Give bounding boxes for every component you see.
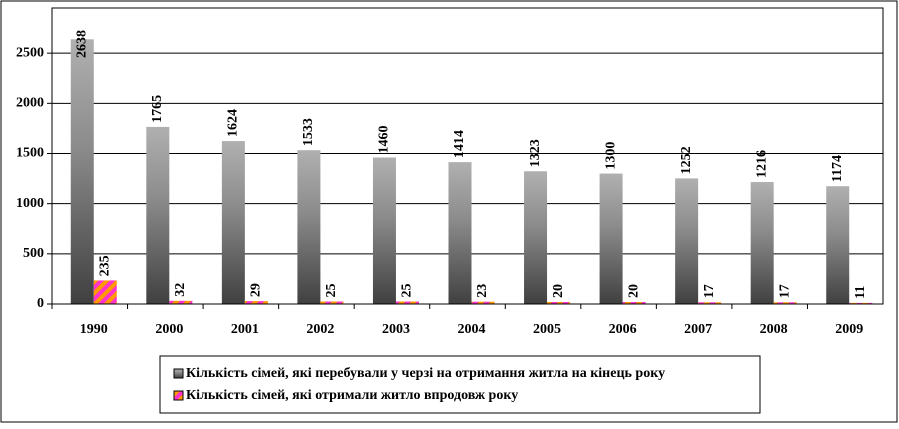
- bar: [448, 162, 472, 304]
- data-label: 1414: [452, 130, 467, 158]
- data-label: 1624: [226, 109, 241, 137]
- y-tick-label: 0: [37, 296, 44, 311]
- data-label: 25: [324, 283, 339, 297]
- bar: [622, 301, 646, 304]
- bar: [547, 301, 571, 304]
- bar: [750, 181, 774, 304]
- data-label: 23: [475, 284, 490, 298]
- data-label: 17: [777, 284, 792, 298]
- data-label: 17: [702, 284, 717, 298]
- x-tick-label: 2007: [684, 322, 712, 337]
- bar: [675, 178, 699, 304]
- x-tick-label: 2000: [155, 322, 183, 337]
- bar: [826, 186, 850, 304]
- legend: Кількість сімей, які перебували у черзі …: [159, 355, 761, 414]
- bar: [146, 126, 170, 304]
- x-tick-label: 2006: [609, 322, 637, 337]
- legend-label: Кількість сімей, які отримали житло впро…: [186, 388, 518, 403]
- y-tick-label: 2000: [16, 96, 44, 111]
- bar: [221, 141, 245, 304]
- x-tick-label: 1990: [80, 322, 108, 337]
- data-label: 11: [853, 286, 868, 299]
- bar: [244, 301, 268, 304]
- x-tick-label: 2001: [231, 322, 259, 337]
- legend-label: Кількість сімей, які перебували у черзі …: [186, 366, 665, 381]
- bar: [372, 157, 396, 304]
- y-tick-label: 500: [23, 246, 44, 261]
- legend-box: [159, 355, 761, 414]
- x-tick-label: 2005: [533, 322, 561, 337]
- bar: [169, 300, 193, 304]
- x-tick-label: 2004: [458, 322, 486, 337]
- bar: [395, 301, 419, 304]
- data-label: 1460: [377, 126, 392, 154]
- x-tick-label: 2008: [760, 322, 788, 337]
- data-label: 2638: [74, 30, 89, 58]
- data-label: 1174: [830, 155, 845, 182]
- data-label: 20: [551, 284, 566, 298]
- data-label: 29: [249, 283, 264, 297]
- data-label: 1216: [754, 150, 769, 178]
- bar: [849, 302, 873, 304]
- x-tick-label: 2003: [382, 322, 410, 337]
- data-label: 1323: [528, 139, 543, 167]
- x-tick-label: 2002: [306, 322, 334, 337]
- y-tick-label: 1000: [16, 196, 44, 211]
- data-label: 1765: [150, 95, 165, 123]
- bar: [297, 150, 321, 304]
- bar: [698, 302, 722, 304]
- data-label: 235: [97, 255, 112, 276]
- y-tick-label: 2500: [16, 45, 44, 60]
- bar: [471, 301, 495, 304]
- y-tick-label: 1500: [16, 146, 44, 161]
- data-label: 1533: [301, 118, 316, 146]
- bar: [70, 39, 94, 305]
- data-label: 1252: [679, 146, 694, 174]
- x-tick-label: 2009: [835, 322, 863, 337]
- legend-swatch: [173, 390, 184, 401]
- bar: [93, 280, 117, 304]
- data-label: 20: [626, 284, 641, 298]
- bar: [524, 171, 548, 304]
- data-label: 32: [173, 283, 188, 297]
- data-label: 1300: [603, 142, 618, 170]
- bar: [320, 301, 344, 304]
- bar: [599, 173, 623, 304]
- legend-swatch: [173, 368, 184, 379]
- bar: [773, 302, 797, 304]
- data-label: 25: [400, 283, 415, 297]
